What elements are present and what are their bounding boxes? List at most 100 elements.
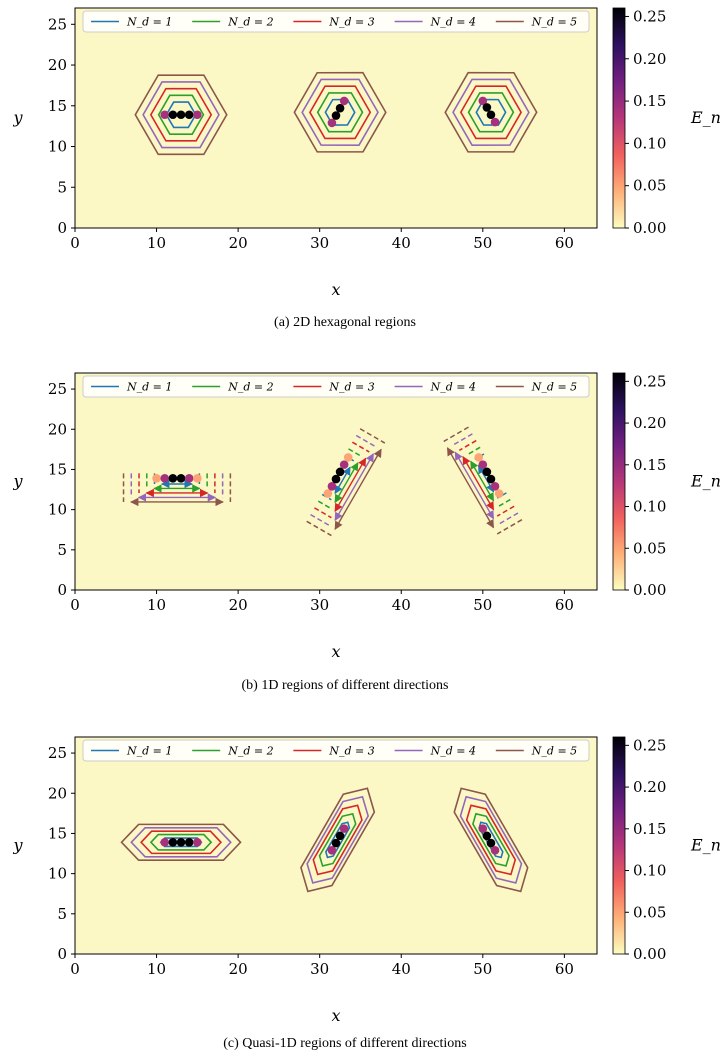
colorbar-tick-label: 0.25 bbox=[633, 7, 666, 25]
panel-caption: (b) 1D regions of different directions bbox=[242, 678, 449, 693]
colorbar-tick-label: 0.05 bbox=[633, 539, 666, 557]
site-point bbox=[168, 837, 178, 847]
y-axis-label: y bbox=[12, 472, 23, 491]
plot-content bbox=[134, 71, 538, 156]
x-tick-label: 50 bbox=[473, 234, 492, 252]
hexagon-region bbox=[293, 71, 387, 153]
x-tick-label: 60 bbox=[555, 596, 574, 614]
y-tick-label: 15 bbox=[48, 460, 67, 478]
x-axis-label: x bbox=[331, 280, 340, 299]
y-tick-label: 10 bbox=[48, 501, 67, 519]
site-point bbox=[327, 118, 337, 128]
y-tick-label: 0 bbox=[57, 945, 67, 963]
colorbar-gradient bbox=[612, 7, 626, 229]
panel-caption: (a) 2D hexagonal regions bbox=[274, 315, 416, 330]
site-point bbox=[490, 117, 500, 127]
colorbar-tick-label: 0.05 bbox=[633, 903, 666, 921]
hexagon-region bbox=[301, 78, 379, 146]
site-point bbox=[323, 489, 333, 498]
region-group bbox=[293, 71, 387, 153]
colorbar-tick-label: 0.20 bbox=[633, 414, 666, 432]
site-point bbox=[184, 837, 194, 847]
hexagon-region bbox=[309, 85, 372, 140]
y-tick-label: 15 bbox=[48, 824, 67, 842]
colorbar-tick-label: 0.15 bbox=[633, 92, 666, 110]
axes-frame bbox=[74, 7, 598, 229]
bracket-left bbox=[451, 433, 473, 447]
panel-caption: (c) Quasi-1D regions of different direct… bbox=[223, 1036, 467, 1051]
legend-label: N_d = 3 bbox=[328, 745, 374, 758]
site-point bbox=[327, 846, 337, 855]
legend-box bbox=[82, 739, 590, 762]
legend-label: N_d = 5 bbox=[531, 16, 577, 29]
bracket-right bbox=[355, 434, 378, 449]
hexagon-region bbox=[452, 78, 530, 146]
site-point bbox=[486, 838, 496, 848]
colorbar-tick-label: 0.15 bbox=[633, 820, 666, 838]
axes-frame bbox=[74, 736, 598, 955]
legend: N_d = 1 N_d = 2 N_d = 3 N_d = 4 N_d = 5 bbox=[82, 10, 590, 33]
site-point bbox=[482, 103, 492, 112]
stadium-region bbox=[130, 826, 232, 858]
hexagon-region bbox=[157, 94, 205, 135]
x-tick-label: 20 bbox=[229, 960, 248, 978]
site-point bbox=[343, 453, 353, 462]
site-point bbox=[327, 482, 337, 491]
bracket-left bbox=[306, 520, 332, 537]
hexagon-region bbox=[142, 81, 220, 149]
x-tick-label: 30 bbox=[310, 234, 329, 252]
site-point bbox=[482, 467, 492, 477]
stadium-region bbox=[453, 787, 529, 893]
site-point bbox=[339, 96, 349, 106]
legend-label: N_d = 5 bbox=[531, 745, 577, 758]
site-point bbox=[482, 831, 492, 841]
site-point bbox=[193, 837, 202, 847]
site-point bbox=[176, 473, 186, 483]
site-point bbox=[490, 482, 500, 491]
colorbar-tick-label: 0.15 bbox=[633, 456, 666, 474]
colorbar-tick-label: 0.10 bbox=[633, 498, 666, 516]
site-point bbox=[184, 473, 194, 483]
colorbar: 0.00 0.05 0.10 0.15 0.20 0.25 E_n bbox=[612, 736, 720, 963]
y-tick-label: 15 bbox=[48, 97, 67, 115]
bracket-right bbox=[496, 505, 515, 517]
site-point bbox=[478, 824, 488, 833]
bracket-left bbox=[443, 426, 469, 443]
y-axis-label: y bbox=[12, 108, 23, 127]
region-group bbox=[443, 426, 523, 535]
hexagon-region bbox=[444, 71, 538, 153]
hexagon-region bbox=[149, 87, 213, 142]
stadium-region bbox=[120, 823, 242, 861]
region-group bbox=[134, 74, 228, 156]
y-tick-label: 0 bbox=[57, 581, 67, 599]
x-tick-label: 0 bbox=[70, 960, 80, 978]
bracket-left bbox=[314, 507, 332, 519]
site-point bbox=[474, 453, 484, 462]
legend-label: N_d = 2 bbox=[227, 745, 273, 758]
legend: N_d = 1 N_d = 2 N_d = 3 N_d = 4 N_d = 5 bbox=[82, 375, 590, 398]
bracket-left bbox=[317, 500, 332, 510]
site-point bbox=[152, 473, 161, 483]
y-tick-label: 5 bbox=[57, 178, 67, 196]
bracket-left bbox=[310, 513, 332, 528]
stadium-region bbox=[459, 795, 523, 884]
hexagon-region bbox=[134, 74, 228, 156]
span-arrow bbox=[334, 448, 382, 530]
stadium-region bbox=[300, 787, 376, 893]
legend-label: N_d = 2 bbox=[227, 16, 273, 29]
site-point bbox=[494, 489, 504, 498]
legend-label: N_d = 3 bbox=[328, 381, 374, 394]
site-point bbox=[339, 824, 349, 833]
region-group bbox=[444, 71, 538, 153]
site-point bbox=[168, 473, 178, 483]
plot-content bbox=[120, 787, 529, 893]
x-tick-label: 60 bbox=[555, 960, 574, 978]
stadium-region bbox=[140, 830, 223, 855]
x-tick-label: 60 bbox=[555, 234, 574, 252]
colorbar-tick-label: 0.20 bbox=[633, 778, 666, 796]
stadium-region bbox=[318, 812, 357, 867]
site-point bbox=[335, 467, 345, 477]
site-point bbox=[335, 103, 345, 113]
